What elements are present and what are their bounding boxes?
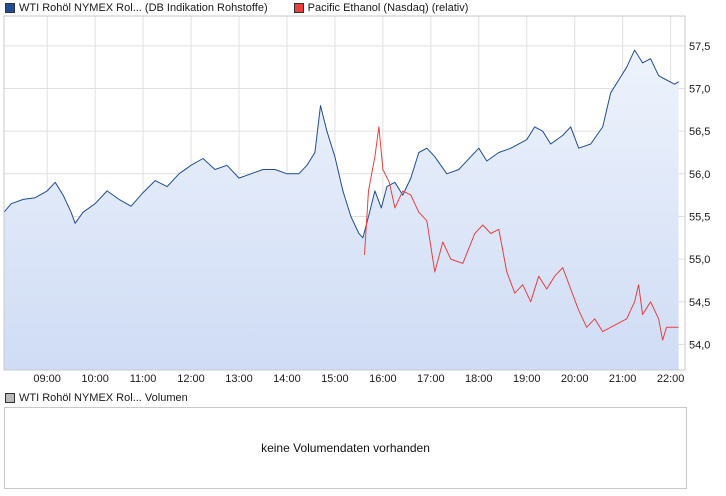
x-tick-label: 20:00 [561, 373, 589, 385]
x-tick-label: 16:00 [369, 373, 397, 385]
chart-lines [3, 49, 679, 341]
legend-swatch-wti [5, 3, 15, 13]
x-tick-label: 10:00 [81, 373, 109, 385]
chart-area-fill [4, 50, 679, 370]
volume-empty-message: keine Volumendaten vorhanden [261, 441, 430, 455]
series-area-wti [4, 50, 679, 370]
x-tick-label: 15:00 [321, 373, 349, 385]
x-tick-label: 11:00 [130, 373, 157, 385]
y-axis-ticks: 54,0 54,5 55,0 55,5 56,0 56,5 57,0 57,5 [689, 41, 710, 352]
series-line-wti [3, 49, 679, 239]
y-tick-label: 56,0 [689, 169, 710, 181]
y-tick-label: 57,0 [689, 84, 710, 96]
y-tick-label: 54,5 [689, 297, 710, 309]
price-chart[interactable]: 54,0 54,5 55,0 55,5 56,0 56,5 57,0 57,5 09:00 10… [0, 0, 726, 392]
x-axis-ticks: 09:00 10:00 11:00 12:00 13:00 14:00 15:00 16:00… [33, 373, 684, 385]
y-tick-label: 57,5 [689, 41, 710, 53]
chart-legend: WTI Rohöl NYMEX Rol... (DB Indikation Ro… [5, 1, 494, 15]
x-tick-label: 12:00 [177, 373, 205, 385]
legend-item-pacific-ethanol[interactable]: Pacific Ethanol (Nasdaq) (relativ) [293, 2, 469, 14]
series-line-pacific-ethanol [364, 126, 679, 341]
x-tick-label: 18:00 [465, 373, 493, 385]
legend-label-wti: WTI Rohöl NYMEX Rol... (DB Indikation Ro… [19, 2, 268, 14]
volume-swatch [5, 393, 15, 403]
x-tick-label: 19:00 [513, 373, 541, 385]
chart-frame [3, 15, 686, 371]
x-tick-label: 09:00 [33, 373, 61, 385]
y-tick-label: 54,0 [689, 339, 710, 351]
y-tick-label: 56,5 [689, 126, 710, 138]
y-tick-label: 55,0 [689, 254, 710, 266]
y-tick-label: 55,5 [689, 211, 710, 223]
x-tick-label: 13:00 [225, 373, 253, 385]
x-tick-label: 17:00 [417, 373, 445, 385]
x-tick-label: 21:00 [609, 373, 637, 385]
volume-legend: WTI Rohöl NYMEX Rol... Volumen [5, 392, 188, 404]
legend-swatch-pacific-ethanol [293, 3, 304, 13]
legend-item-wti[interactable]: WTI Rohöl NYMEX Rol... (DB Indikation Ro… [5, 2, 268, 14]
legend-label-pacific-ethanol: Pacific Ethanol (Nasdaq) (relativ) [307, 2, 469, 14]
volume-legend-label: WTI Rohöl NYMEX Rol... Volumen [19, 392, 188, 404]
volume-panel: keine Volumendaten vorhanden [4, 407, 687, 489]
x-tick-label: 14:00 [273, 373, 301, 385]
x-tick-label: 22:00 [657, 373, 685, 385]
